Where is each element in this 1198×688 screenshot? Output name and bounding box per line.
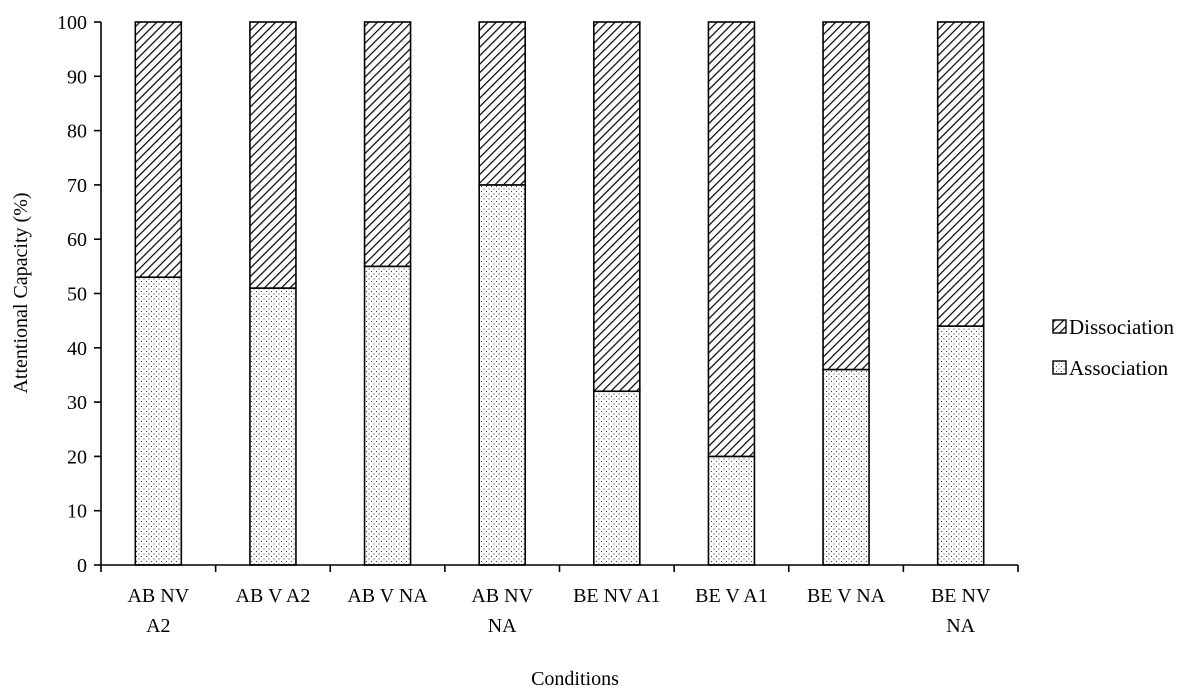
- plot-area: [134, 21, 985, 566]
- bar-association-1: [134, 276, 183, 566]
- x-category-label: BE NV NA: [931, 585, 991, 637]
- bar-association-7: [822, 368, 870, 566]
- bar-dissociation-1: [134, 21, 183, 279]
- bar-association-5: [593, 390, 641, 566]
- x-category-label: AB NV A2: [127, 585, 189, 637]
- bar-dissociation-4: [478, 21, 526, 186]
- y-tick-label: 10: [67, 501, 87, 523]
- legend-label-association: Association: [1069, 356, 1169, 380]
- bar-dissociation-6: [707, 21, 756, 458]
- legend-label-dissociation: Dissociation: [1069, 315, 1174, 339]
- y-tick-label: 90: [67, 66, 87, 88]
- bar-association-6: [707, 455, 756, 566]
- bar-dissociation-3: [363, 21, 412, 268]
- bar-dissociation-8: [936, 21, 985, 327]
- x-category-label: BE V NA: [807, 585, 886, 607]
- y-tick-label: 70: [67, 175, 87, 197]
- y-tick-label: 60: [67, 229, 87, 251]
- legend: Dissociation Association: [1052, 315, 1174, 380]
- y-tick-label: 30: [67, 392, 87, 414]
- y-axis-title: Attentional Capacity (%): [10, 192, 32, 393]
- bar-dissociation-2: [249, 21, 297, 289]
- bar-association-4: [478, 184, 526, 566]
- bar-association-8: [936, 325, 985, 566]
- bar-dissociation-5: [593, 21, 641, 393]
- y-axis: 0 10 20 30 40 50 60 70 80 90 100: [57, 12, 102, 577]
- y-tick-label: 80: [67, 121, 87, 143]
- y-tick-label: 0: [77, 555, 87, 577]
- legend-swatch-dissociation: [1052, 319, 1067, 334]
- x-category-label: AB V A2: [236, 585, 311, 607]
- legend-swatch-association: [1052, 360, 1067, 375]
- y-tick-label: 100: [57, 12, 87, 34]
- x-axis-title: Conditions: [531, 668, 619, 688]
- x-category-label: BE NV A1: [573, 585, 660, 607]
- y-tick-label: 20: [67, 446, 87, 468]
- bar-association-3: [363, 265, 412, 566]
- y-tick-label: 40: [67, 338, 87, 360]
- y-tick-label: 50: [67, 284, 87, 306]
- bar-dissociation-7: [822, 21, 870, 371]
- bar-association-2: [249, 287, 297, 566]
- x-category-label: BE V A1: [695, 585, 768, 607]
- x-category-label: AB NV NA: [471, 585, 533, 637]
- x-category-label: AB V NA: [347, 585, 428, 607]
- x-axis: AB NV A2 AB V A2 AB V NA AB NV NA BE NV A1 BE V…: [100, 564, 1019, 637]
